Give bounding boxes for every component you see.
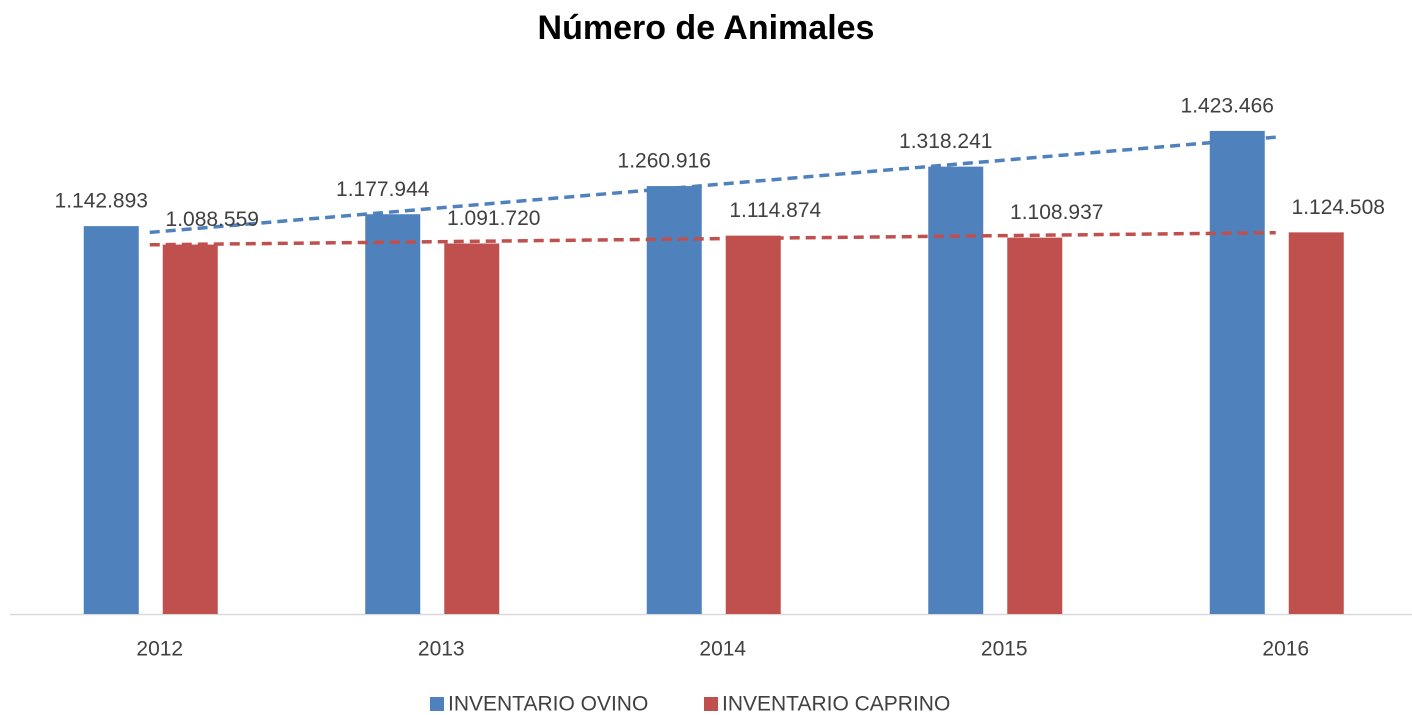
x-tick-label: 2012 <box>136 638 183 661</box>
legend-swatch <box>430 697 444 711</box>
data-label: 1.088.559 <box>166 208 259 231</box>
x-tick-label: 2014 <box>699 638 746 661</box>
bar <box>1288 232 1344 614</box>
data-label: 1.091.720 <box>447 207 540 230</box>
bar <box>928 166 984 615</box>
bar <box>1007 237 1063 614</box>
bar <box>646 186 702 614</box>
bar <box>365 214 421 614</box>
bar <box>162 244 218 614</box>
data-label: 1.423.466 <box>1181 94 1274 117</box>
legend-label: INVENTARIO OVINO <box>448 693 648 715</box>
bar <box>444 243 500 614</box>
x-tick-label: 2013 <box>418 638 465 661</box>
data-label: 1.114.874 <box>729 199 821 222</box>
legend-label: INVENTARIO CAPRINO <box>722 693 950 715</box>
data-label: 1.108.937 <box>1010 201 1103 224</box>
trendline <box>149 230 1276 247</box>
bar <box>83 226 139 615</box>
data-label: 1.260.916 <box>618 150 711 173</box>
trendline <box>149 135 1276 235</box>
bar <box>725 235 781 614</box>
chart-title: Número de Animales <box>538 9 875 47</box>
data-label: 1.177.944 <box>336 178 430 201</box>
data-label: 1.142.893 <box>55 190 148 213</box>
x-tick-label: 2015 <box>981 638 1028 661</box>
data-label: 1.124.508 <box>1292 196 1385 219</box>
data-label: 1.318.241 <box>899 130 992 153</box>
bar <box>1209 130 1265 614</box>
x-tick-label: 2016 <box>1262 638 1309 661</box>
legend-swatch <box>704 697 718 711</box>
